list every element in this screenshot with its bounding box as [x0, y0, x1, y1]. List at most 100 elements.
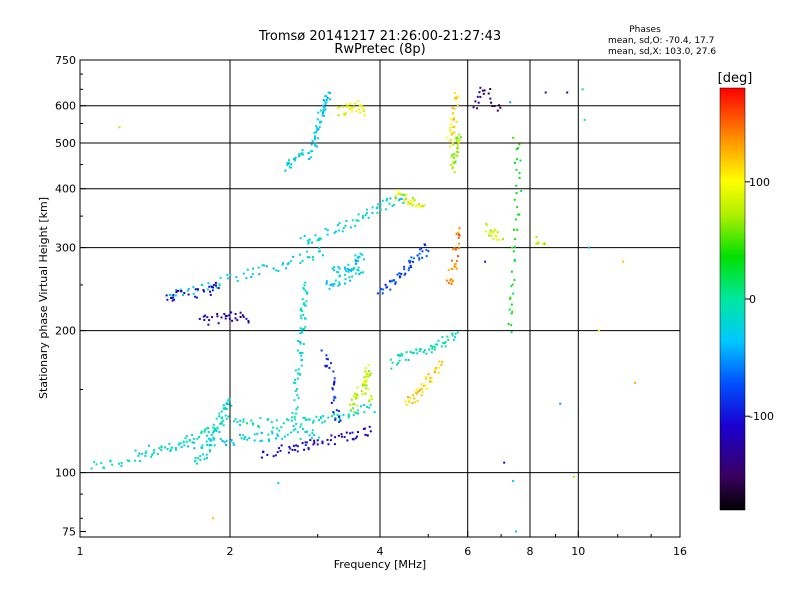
data-point: [304, 325, 307, 328]
data-point: [507, 323, 510, 325]
data-point: [313, 434, 316, 437]
data-point: [343, 266, 346, 269]
data-point: [509, 101, 512, 104]
data-point: [455, 267, 458, 270]
data-point: [324, 108, 327, 111]
data-point: [210, 434, 213, 436]
data-point: [198, 317, 201, 320]
data-point: [294, 378, 297, 381]
data-point: [234, 313, 237, 315]
data-point: [347, 413, 350, 416]
x-tick-label: 1: [77, 545, 84, 558]
data-point: [345, 269, 348, 272]
data-point: [288, 166, 291, 169]
data-point: [218, 412, 221, 415]
data-point: [303, 302, 306, 305]
data-point: [228, 314, 231, 317]
data-point: [489, 229, 492, 232]
data-point: [304, 290, 307, 293]
data-point: [444, 345, 447, 348]
data-point: [346, 267, 349, 270]
data-point: [227, 415, 230, 418]
data-point: [326, 233, 329, 236]
data-point: [250, 419, 253, 422]
data-point: [422, 351, 425, 354]
data-point: [182, 440, 185, 443]
data-point: [394, 198, 397, 201]
data-point: [299, 327, 302, 330]
data-point: [415, 392, 418, 395]
data-point: [200, 430, 203, 433]
data-point: [498, 104, 500, 107]
data-point: [294, 428, 297, 431]
data-point: [313, 441, 316, 444]
data-point: [486, 224, 489, 227]
data-point: [405, 193, 408, 196]
data-point: [286, 161, 289, 164]
data-point: [360, 104, 363, 107]
data-point: [212, 438, 215, 441]
data-point: [453, 247, 456, 250]
data-point: [314, 138, 317, 141]
data-point: [317, 111, 320, 114]
data-point: [447, 338, 450, 341]
data-point: [321, 254, 324, 257]
data-point: [395, 363, 398, 366]
data-point: [184, 437, 187, 440]
data-point: [288, 161, 290, 164]
data-point: [355, 219, 358, 222]
data-point: [419, 348, 422, 350]
data-point: [177, 289, 180, 292]
data-point: [451, 154, 454, 157]
data-point: [301, 328, 304, 331]
data-point: [420, 247, 423, 250]
data-point: [302, 153, 305, 156]
data-point: [278, 447, 280, 450]
data-point: [451, 142, 454, 145]
data-point: [399, 192, 401, 195]
data-point: [365, 384, 368, 387]
data-point: [322, 108, 325, 111]
data-point: [217, 287, 220, 290]
data-point: [314, 234, 317, 237]
data-point: [242, 420, 245, 423]
data-point: [299, 153, 302, 156]
data-point: [354, 272, 357, 275]
data-point: [147, 444, 150, 447]
colorbar-tick-label: -100: [749, 410, 774, 423]
data-point: [453, 162, 456, 164]
data-point: [341, 230, 344, 233]
data-point: [345, 431, 348, 434]
data-point: [347, 105, 350, 108]
data-point: [265, 265, 268, 268]
data-point: [282, 261, 285, 264]
data-point: [434, 368, 437, 371]
data-point: [187, 445, 190, 448]
data-point: [166, 298, 169, 301]
data-point: [301, 442, 304, 445]
data-point: [456, 331, 459, 334]
data-point: [396, 189, 399, 192]
x-axis: 1 2 4 6 8 10 16: [77, 531, 687, 558]
data-point: [196, 437, 199, 440]
data-point: [431, 347, 434, 350]
data-point: [324, 103, 327, 106]
data-point: [333, 266, 336, 269]
data-point: [343, 436, 346, 438]
data-point: [267, 418, 270, 420]
data-point: [270, 430, 273, 433]
data-point: [450, 282, 453, 285]
data-point: [331, 267, 334, 270]
data-point: [390, 367, 393, 370]
data-point: [420, 383, 423, 386]
data-point: [315, 415, 318, 418]
data-point: [201, 444, 204, 447]
data-point: [306, 256, 309, 258]
data-point: [235, 276, 238, 279]
data-point: [172, 294, 175, 296]
data-point: [425, 377, 427, 380]
data-point: [298, 155, 301, 158]
data-point: [356, 393, 359, 396]
data-point: [326, 438, 329, 441]
data-point: [416, 390, 419, 393]
